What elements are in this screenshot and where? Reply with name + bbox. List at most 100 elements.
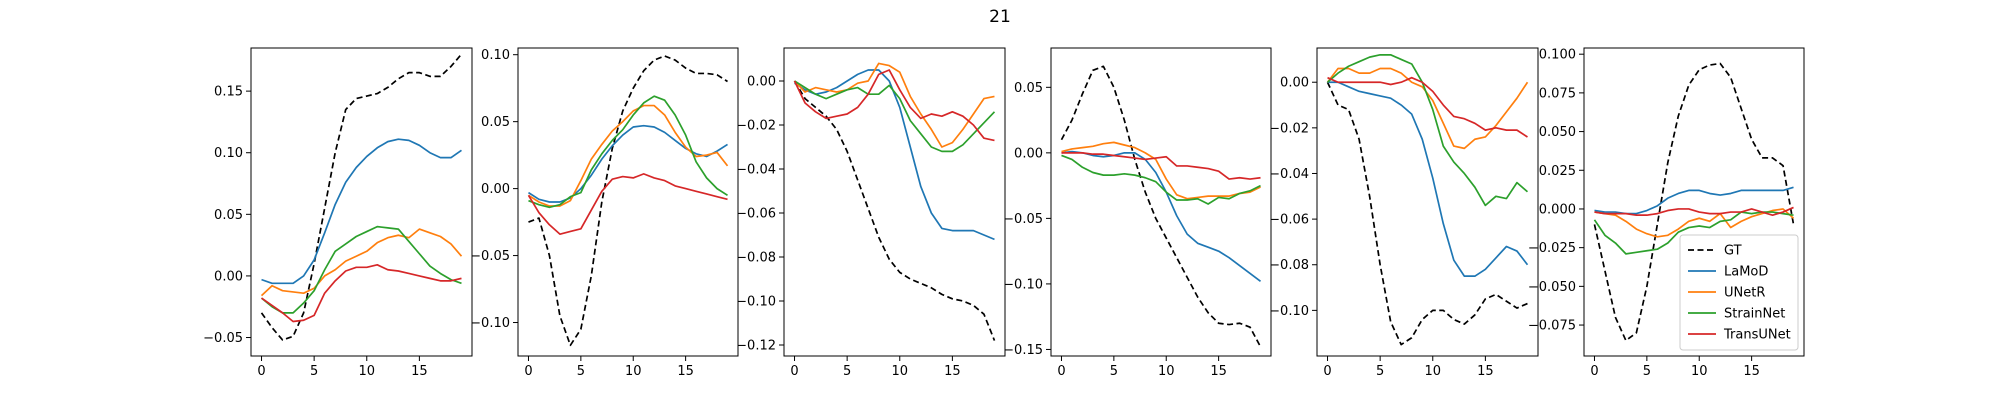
- x-tick-label: 10: [1424, 364, 1441, 379]
- x-tick-label: 15: [944, 364, 961, 379]
- y-tick-label: −0.05: [1003, 212, 1043, 227]
- x-tick-label: 10: [1691, 364, 1708, 379]
- legend-item-strainnet: StrainNet: [1688, 307, 1785, 322]
- axes-frame: [517, 47, 739, 357]
- y-tick-label: 0.10: [481, 48, 510, 63]
- legend-label: UNetR: [1724, 286, 1765, 301]
- legend-box: [1679, 234, 1799, 351]
- x-tick-label: 0: [524, 364, 532, 379]
- series-line-lamod: [1061, 150, 1262, 282]
- y-tick-label: 0.05: [214, 208, 243, 223]
- x-tick-label: 0: [1590, 364, 1598, 379]
- axes-frame: [1583, 47, 1805, 357]
- x-tick-label: 0: [257, 364, 265, 379]
- y-tick-label: −0.10: [1003, 277, 1043, 292]
- axes-frame: [250, 47, 473, 357]
- y-tick-label: 0.025: [1539, 164, 1576, 179]
- x-tick-label: 5: [310, 364, 318, 379]
- y-tick-label: −0.06: [736, 207, 776, 222]
- series-line-strainnet: [794, 80, 996, 153]
- legend-item-unetr: UNetR: [1688, 286, 1765, 301]
- x-tick-label: 10: [625, 364, 642, 379]
- x-tick-label: 0: [1057, 364, 1065, 379]
- y-tick-label: −0.08: [736, 251, 776, 266]
- y-tick-label: 0.05: [481, 115, 510, 130]
- series-line-lamod: [794, 69, 995, 241]
- series-line-gt: [1326, 81, 1528, 346]
- x-tick-label: 15: [677, 364, 694, 379]
- figure-title: 21: [989, 7, 1011, 27]
- y-tick-label: −0.15: [1003, 343, 1043, 358]
- x-tick-label: 5: [843, 364, 851, 379]
- series-line-transunet: [527, 173, 728, 235]
- series-line-transunet: [793, 69, 995, 142]
- y-tick-label: 0.00: [747, 75, 776, 90]
- x-tick-label: 15: [1477, 364, 1494, 379]
- y-tick-label: −0.06: [1269, 213, 1309, 228]
- series-line-gt: [260, 53, 463, 341]
- legend-label: StrainNet: [1724, 307, 1785, 322]
- x-tick-label: 15: [411, 364, 428, 379]
- legend-label: TransUNet: [1723, 328, 1791, 343]
- series-line-lamod: [528, 124, 728, 203]
- y-tick-label: 0.00: [1280, 76, 1309, 91]
- series-line-lamod: [261, 138, 462, 285]
- legend-label: GT: [1724, 244, 1742, 259]
- y-tick-label: 0.050: [1539, 125, 1576, 140]
- y-tick-label: 0.10: [214, 146, 243, 161]
- series-line-unetr: [1061, 141, 1261, 200]
- legend: GT LaMoD UNetR StrainNet TransUNet: [1679, 234, 1799, 351]
- series-line-transunet: [1594, 206, 1794, 217]
- series-line-gt: [528, 55, 728, 347]
- y-tick-label: −0.05: [203, 331, 243, 346]
- y-tick-label: 0.15: [214, 85, 243, 100]
- subplot-1: 0 5 10 15 −0.05 0.00 0.05 0.10 0.15: [203, 47, 473, 379]
- y-tick-label: −0.075: [1528, 319, 1576, 334]
- y-tick-label: −0.04: [736, 163, 776, 178]
- subplots: 0 5 10 15 −0.05 0.00 0.05 0.10 0.15 0 5 10 15 −0.10 −0…: [203, 47, 1805, 379]
- subplot-4: 0 5 10 15 −0.15 −0.10 −0.05 0.00 0.05: [1003, 47, 1272, 379]
- y-tick-label: 0.05: [1014, 81, 1043, 96]
- y-tick-label: −0.04: [1269, 167, 1309, 182]
- subplot-6: 0 5 10 15 −0.075 −0.050 −0.025 0.000 0.025 0.050 0…: [1528, 47, 1805, 379]
- y-tick-label: 0.00: [481, 182, 510, 197]
- y-tick-label: −0.10: [736, 295, 776, 310]
- series-line-gt: [1593, 62, 1795, 342]
- y-tick-label: −0.02: [1269, 121, 1309, 136]
- x-tick-label: 5: [1110, 364, 1118, 379]
- series-line-lamod: [1327, 81, 1529, 277]
- y-tick-label: −0.10: [470, 316, 510, 331]
- y-tick-label: −0.10: [1269, 304, 1309, 319]
- series-line-transunet: [1061, 152, 1261, 180]
- axes-frame: [1050, 47, 1272, 357]
- x-tick-label: 0: [1323, 364, 1331, 379]
- legend-item-transunet: TransUNet: [1688, 328, 1791, 343]
- series-line-unetr: [260, 228, 463, 297]
- y-tick-label: −0.08: [1269, 258, 1309, 273]
- x-tick-label: 10: [358, 364, 375, 379]
- axes-frame: [1316, 47, 1539, 357]
- series-line-gt: [1060, 65, 1262, 348]
- x-tick-label: 10: [891, 364, 908, 379]
- series-line-transunet: [1327, 76, 1528, 138]
- y-tick-label: 0.075: [1539, 86, 1576, 101]
- y-tick-label: −0.12: [736, 339, 776, 354]
- series-line-unetr: [793, 62, 995, 148]
- y-tick-label: 0.00: [214, 269, 243, 284]
- legend-item-lamod: LaMoD: [1688, 265, 1768, 280]
- y-tick-label: 0.100: [1539, 48, 1576, 63]
- y-tick-label: −0.050: [1528, 280, 1576, 295]
- x-tick-label: 5: [1643, 364, 1651, 379]
- legend-item-gt: GT: [1688, 244, 1742, 259]
- series-line-strainnet: [528, 95, 728, 209]
- axes-frame: [783, 47, 1006, 357]
- y-tick-label: 0.000: [1539, 202, 1576, 217]
- series-line-unetr: [1594, 208, 1795, 238]
- y-tick-label: −0.025: [1528, 241, 1576, 256]
- y-tick-label: 0.00: [1014, 146, 1043, 161]
- subplot-3: 0 5 10 15 −0.12 −0.10 −0.08 −0.06 −0.04 −0.02 0.00: [736, 47, 1006, 379]
- series-line-strainnet: [1326, 53, 1529, 207]
- subplot-2: 0 5 10 15 −0.10 −0.05 0.00 0.05 0.10: [470, 47, 739, 379]
- y-tick-label: −0.05: [470, 249, 510, 264]
